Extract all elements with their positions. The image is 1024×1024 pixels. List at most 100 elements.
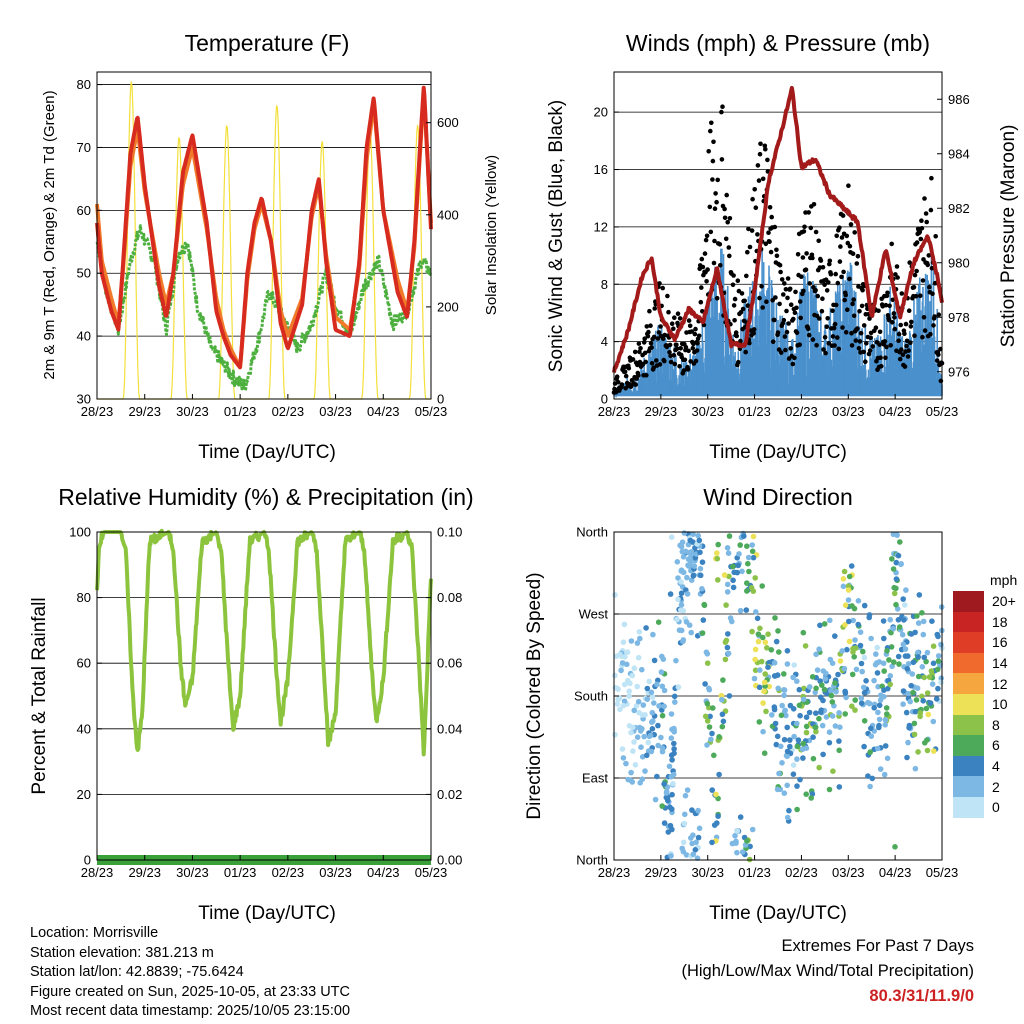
direction-point — [803, 729, 810, 736]
gust-point — [851, 297, 856, 302]
direction-point — [707, 713, 713, 720]
direction-point — [861, 718, 868, 724]
extremes-subtitle: (High/Low/Max Wind/Total Precipitation) — [681, 962, 974, 980]
temperature-2m-line — [95, 85, 433, 370]
gust-point — [883, 302, 889, 308]
direction-point — [680, 569, 687, 576]
x-tick-label: 04/23 — [367, 865, 400, 880]
direction-point — [881, 635, 887, 642]
gust-point — [845, 307, 850, 313]
direction-point — [620, 702, 627, 709]
direction-point — [880, 660, 887, 667]
direction-point — [779, 760, 785, 766]
direction-point — [669, 806, 675, 812]
direction-point — [739, 849, 746, 855]
gust-point — [778, 350, 784, 355]
direction-point — [757, 667, 763, 673]
gust-point — [798, 315, 803, 321]
gust-point — [651, 365, 656, 371]
gust-point — [731, 303, 737, 308]
direction-point — [803, 714, 810, 720]
gust-point — [692, 331, 698, 337]
direction-point — [761, 679, 768, 686]
direction-point — [938, 641, 944, 648]
direction-point — [737, 607, 744, 614]
y-tick-label: 60 — [77, 656, 91, 671]
gust-point — [811, 202, 817, 207]
station-location: Location: Morrisville — [30, 925, 159, 941]
x-tick-label: 05/23 — [415, 404, 448, 419]
gust-point — [698, 299, 704, 305]
direction-point — [768, 647, 775, 653]
colorbar-swatch — [953, 693, 984, 715]
y2-tick-label: 0.08 — [437, 590, 462, 605]
gust-point — [619, 382, 625, 387]
gust-point — [777, 262, 783, 268]
gust-point — [805, 326, 811, 332]
y2-tick-label: 0.04 — [437, 721, 462, 736]
recent-timestamp: Most recent data timestamp: 2025/10/05 2… — [30, 1003, 351, 1020]
direction-point — [678, 590, 685, 596]
direction-point — [861, 689, 868, 696]
gust-point — [648, 323, 653, 329]
direction-point — [665, 829, 672, 835]
direction-point — [675, 575, 681, 581]
y2-tick-label: 982 — [948, 201, 970, 216]
gust-point — [833, 271, 838, 277]
gust-point — [690, 345, 696, 351]
colorbar-unit: mph — [990, 572, 1018, 588]
gust-point — [858, 330, 864, 336]
direction-point — [855, 598, 862, 604]
direction-point — [784, 748, 791, 755]
direction-point — [846, 573, 853, 580]
gust-point — [861, 323, 867, 328]
gust-point — [713, 191, 718, 196]
direction-point — [849, 603, 855, 609]
direction-point — [901, 617, 907, 623]
gust-point — [696, 333, 702, 339]
direction-point — [709, 730, 715, 737]
colorbar-label: 6 — [992, 737, 1000, 754]
gust-point — [708, 229, 714, 235]
direction-point — [730, 577, 736, 584]
gust-point — [902, 364, 908, 369]
direction-point — [709, 787, 715, 793]
direction-point — [877, 766, 884, 772]
direction-point — [651, 700, 657, 706]
direction-point — [730, 584, 737, 591]
direction-point — [842, 602, 849, 608]
x-tick-label: 28/23 — [81, 404, 114, 419]
direction-point — [850, 617, 856, 624]
direction-point — [872, 661, 879, 668]
gust-point — [775, 330, 781, 335]
direction-point — [648, 748, 655, 755]
gust-point — [843, 292, 848, 298]
gust-point — [711, 260, 717, 266]
gust-point — [655, 336, 661, 341]
x-tick-label: 01/23 — [224, 865, 257, 880]
gust-point — [860, 287, 865, 293]
gust-point — [899, 291, 905, 296]
gust-point — [755, 163, 761, 168]
direction-point — [619, 746, 626, 752]
direction-point — [915, 620, 922, 626]
temperature-ylabel-left: 2m & 9m T (Red, Orange) & 2m Td (Green) — [41, 90, 58, 379]
direction-point — [656, 703, 662, 709]
direction-point — [874, 644, 880, 651]
colorbar-swatch — [953, 776, 984, 797]
gust-point — [922, 328, 928, 333]
direction-point — [734, 849, 740, 856]
gust-point — [752, 187, 757, 192]
direction-point — [816, 764, 822, 771]
x-tick-label: 29/23 — [645, 404, 678, 419]
gust-point — [807, 281, 812, 286]
direction-point — [826, 739, 833, 746]
direction-point — [794, 806, 800, 813]
direction-point — [858, 695, 865, 702]
gust-point — [854, 261, 860, 266]
gust-point — [856, 346, 862, 351]
direction-point — [846, 618, 852, 625]
gust-point — [768, 249, 774, 255]
direction-point — [671, 750, 677, 757]
direction-point — [691, 563, 698, 569]
